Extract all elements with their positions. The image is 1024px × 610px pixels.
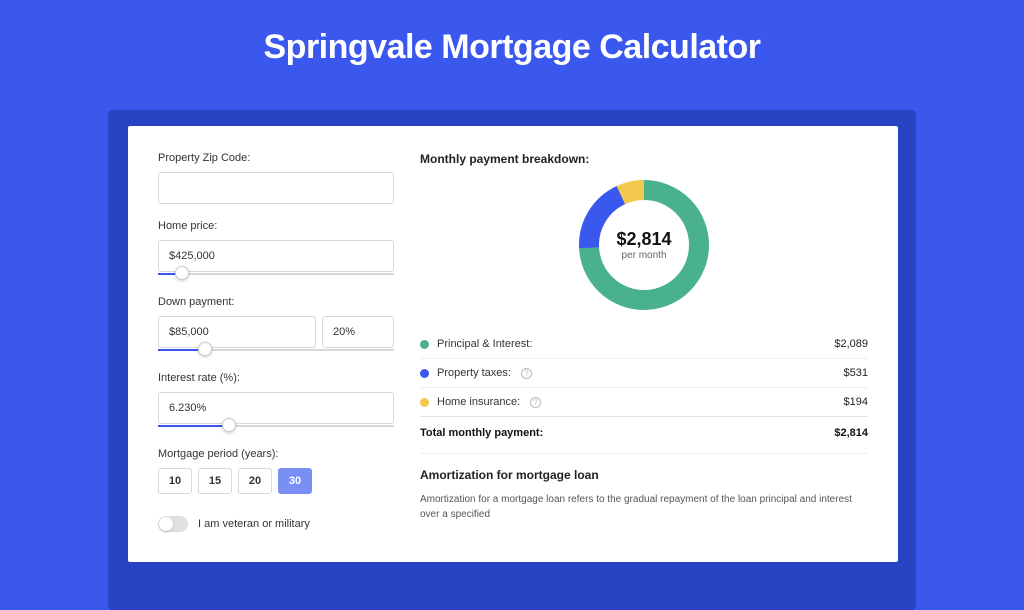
legend-dot-tax: [420, 369, 429, 378]
field-period: Mortgage period (years): 10152030: [158, 448, 394, 494]
period-option-30[interactable]: 30: [278, 468, 312, 494]
home-price-slider[interactable]: [158, 270, 394, 280]
donut-center: $2,814 per month: [579, 180, 709, 310]
field-home-price: Home price:: [158, 220, 394, 280]
form-column: Property Zip Code: Home price: Down paym…: [158, 152, 394, 532]
home-price-input[interactable]: [158, 240, 394, 272]
total-label: Total monthly payment:: [420, 427, 543, 439]
breakdown-row-tax: Property taxes:? $531: [420, 358, 868, 387]
down-payment-label: Down payment:: [158, 296, 394, 308]
interest-rate-slider-thumb[interactable]: [222, 418, 236, 432]
field-interest-rate: Interest rate (%):: [158, 372, 394, 432]
legend-dot-pi: [420, 340, 429, 349]
amortization-text: Amortization for a mortgage loan refers …: [420, 492, 868, 522]
field-zip: Property Zip Code:: [158, 152, 394, 204]
down-payment-percent-input[interactable]: [322, 316, 394, 348]
veteran-toggle-row: I am veteran or military: [158, 516, 394, 532]
donut-sub: per month: [621, 250, 666, 261]
breakdown-list: Principal & Interest: $2,089 Property taxe…: [420, 330, 868, 416]
interest-rate-slider[interactable]: [158, 422, 394, 432]
breakdown-title: Monthly payment breakdown:: [420, 152, 868, 166]
down-payment-amount-input[interactable]: [158, 316, 316, 348]
breakdown-label-pi: Principal & Interest:: [437, 338, 532, 350]
page-title: Springvale Mortgage Calculator: [0, 0, 1024, 91]
interest-rate-input[interactable]: [158, 392, 394, 424]
donut-chart: $2,814 per month: [579, 180, 709, 310]
period-options: 10152030: [158, 468, 394, 494]
period-option-15[interactable]: 15: [198, 468, 232, 494]
breakdown-value-tax: $531: [844, 367, 868, 379]
breakdown-value-pi: $2,089: [834, 338, 868, 350]
down-payment-slider[interactable]: [158, 346, 394, 356]
veteran-label: I am veteran or military: [198, 518, 310, 530]
info-icon[interactable]: ?: [521, 368, 532, 379]
veteran-toggle-knob: [159, 517, 173, 531]
total-value: $2,814: [834, 427, 868, 439]
amortization-title: Amortization for mortgage loan: [420, 468, 868, 482]
breakdown-value-ins: $194: [844, 396, 868, 408]
breakdown-row-pi: Principal & Interest: $2,089: [420, 330, 868, 358]
period-option-10[interactable]: 10: [158, 468, 192, 494]
breakdown-label-ins: Home insurance:: [437, 396, 520, 408]
veteran-toggle[interactable]: [158, 516, 188, 532]
breakdown-label-tax: Property taxes:: [437, 367, 511, 379]
calculator-card: Property Zip Code: Home price: Down paym…: [128, 126, 898, 562]
period-label: Mortgage period (years):: [158, 448, 394, 460]
legend-dot-ins: [420, 398, 429, 407]
breakdown-column: Monthly payment breakdown: $2,814 per mo…: [420, 152, 868, 532]
period-option-20[interactable]: 20: [238, 468, 272, 494]
zip-input[interactable]: [158, 172, 394, 204]
donut-chart-wrap: $2,814 per month: [420, 180, 868, 310]
home-price-slider-thumb[interactable]: [175, 266, 189, 280]
donut-amount: $2,814: [616, 229, 671, 250]
interest-rate-slider-fill: [158, 425, 229, 427]
home-price-label: Home price:: [158, 220, 394, 232]
interest-rate-label: Interest rate (%):: [158, 372, 394, 384]
breakdown-row-ins: Home insurance:? $194: [420, 387, 868, 416]
info-icon[interactable]: ?: [530, 397, 541, 408]
zip-label: Property Zip Code:: [158, 152, 394, 164]
down-payment-slider-thumb[interactable]: [198, 342, 212, 356]
field-down-payment: Down payment:: [158, 296, 394, 356]
total-row: Total monthly payment: $2,814: [420, 416, 868, 453]
